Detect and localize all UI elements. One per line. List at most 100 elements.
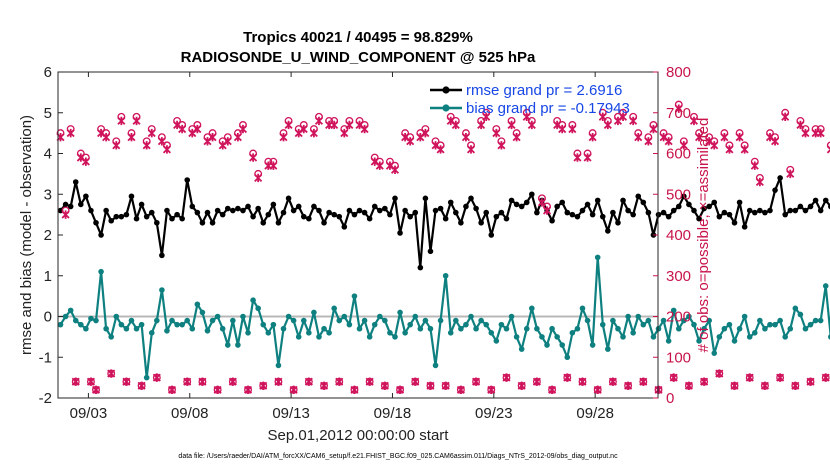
series-1-point bbox=[209, 317, 216, 324]
y2-tick-label: 500 bbox=[666, 186, 691, 203]
series-0-point bbox=[615, 219, 621, 226]
obs-assimilated-point bbox=[492, 128, 501, 138]
obs-assimilated-point bbox=[634, 133, 643, 142]
series-0-point bbox=[559, 199, 566, 206]
series-0-point bbox=[148, 209, 155, 216]
series-0-point bbox=[493, 213, 500, 220]
series-1-point bbox=[422, 317, 429, 324]
series-0-point bbox=[250, 213, 256, 220]
obs-assimilated-point bbox=[299, 124, 308, 134]
series-0-point bbox=[564, 209, 571, 216]
series-0-point bbox=[463, 203, 469, 210]
series-1-point bbox=[179, 321, 185, 328]
series-1-point bbox=[199, 309, 206, 316]
y-tick-label: 2 bbox=[44, 227, 52, 244]
y-axis-label: rmse and bias (model - observation) bbox=[18, 115, 35, 355]
series-1-point bbox=[138, 321, 145, 328]
obs-assimilated-point bbox=[81, 157, 90, 166]
series-1-point bbox=[807, 321, 814, 328]
series-0-point bbox=[675, 203, 682, 210]
series-1-point bbox=[88, 315, 94, 322]
series-1-point bbox=[184, 317, 191, 324]
series-0-point bbox=[529, 191, 535, 198]
series-0-point bbox=[594, 197, 601, 204]
obs-assimilated-point bbox=[426, 381, 435, 390]
series-1-point bbox=[751, 330, 758, 336]
series-1-point bbox=[746, 334, 753, 340]
series-0-point bbox=[194, 209, 201, 216]
series-1-point bbox=[645, 317, 652, 324]
series-1-point bbox=[508, 313, 515, 320]
series-0-point bbox=[513, 201, 520, 208]
series-1-point bbox=[579, 305, 586, 312]
series-1-point bbox=[306, 330, 312, 336]
series-1-point bbox=[564, 354, 571, 361]
obs-assimilated-point bbox=[137, 381, 146, 390]
series-0-point bbox=[447, 199, 454, 206]
legend: rmse grand pr = 2.6916 bias grand pr = -… bbox=[430, 82, 630, 117]
series-1-point bbox=[691, 321, 697, 328]
series-1-point bbox=[214, 313, 221, 320]
series-1-point bbox=[366, 334, 373, 340]
obs-assimilated-point bbox=[644, 137, 653, 146]
series-1-point bbox=[817, 317, 824, 324]
series-1-point bbox=[812, 317, 819, 324]
obs-assimilated-point bbox=[238, 124, 248, 134]
series-0-point bbox=[83, 193, 89, 200]
series-1-point bbox=[392, 334, 398, 340]
series-1-point bbox=[255, 305, 261, 312]
series-1-point bbox=[458, 325, 464, 332]
series-1-point bbox=[716, 334, 723, 340]
obs-assimilated-point bbox=[451, 120, 460, 130]
series-0-point bbox=[792, 207, 799, 214]
series-0-point bbox=[133, 215, 140, 222]
series-0-point bbox=[128, 193, 135, 200]
obs-assimilated-point bbox=[157, 137, 166, 146]
series-1-point bbox=[488, 330, 495, 336]
series-0-point bbox=[599, 213, 606, 220]
series-0-point bbox=[523, 199, 530, 206]
obs-assimilated-point bbox=[755, 177, 764, 187]
obs-assimilated-point bbox=[578, 377, 587, 386]
series-1-point bbox=[574, 325, 581, 332]
series-0-point bbox=[98, 232, 104, 238]
series-0-point bbox=[219, 211, 226, 218]
series-0-point bbox=[716, 213, 723, 220]
y2-tick-label: 200 bbox=[666, 309, 691, 326]
series-0-point bbox=[427, 248, 434, 255]
series-1-point bbox=[194, 301, 201, 308]
series-1-point bbox=[660, 317, 667, 324]
obs-assimilated-point bbox=[826, 145, 830, 154]
series-0-point bbox=[371, 203, 378, 210]
series-0-point bbox=[437, 205, 444, 212]
series-0-point bbox=[665, 213, 672, 220]
series-0-point bbox=[508, 197, 515, 204]
series-0-point bbox=[62, 201, 69, 208]
series-1-point bbox=[240, 313, 246, 320]
obs-assimilated-point bbox=[152, 373, 161, 382]
obs-assimilated-point bbox=[563, 373, 572, 382]
series-0-point bbox=[807, 203, 814, 210]
obs-assimilated-point bbox=[781, 112, 790, 122]
series-0-point bbox=[721, 209, 728, 216]
obs-assimilated-point bbox=[537, 198, 546, 207]
series-0-point bbox=[235, 205, 241, 212]
obs-assimilated-point bbox=[517, 381, 526, 390]
series-1-point bbox=[133, 325, 140, 332]
series-1-point bbox=[250, 297, 256, 304]
series-0-point bbox=[118, 213, 125, 220]
series-1-point bbox=[103, 325, 109, 332]
series-0-point bbox=[822, 197, 829, 204]
series-1-point bbox=[356, 325, 363, 332]
obs-assimilated-point bbox=[603, 120, 612, 130]
series-1-point bbox=[118, 321, 125, 328]
obs-assimilated-point bbox=[314, 116, 324, 126]
series-1-point bbox=[174, 321, 180, 328]
y2-tick-label: 400 bbox=[666, 227, 691, 244]
series-0-point bbox=[392, 195, 398, 202]
series-0-point bbox=[260, 219, 267, 226]
series-1-point bbox=[316, 334, 322, 340]
series-0-point bbox=[574, 213, 581, 220]
chart-title: Tropics 40021 / 40495 = 98.829% bbox=[243, 29, 473, 46]
obs-assimilated-point bbox=[674, 104, 683, 113]
